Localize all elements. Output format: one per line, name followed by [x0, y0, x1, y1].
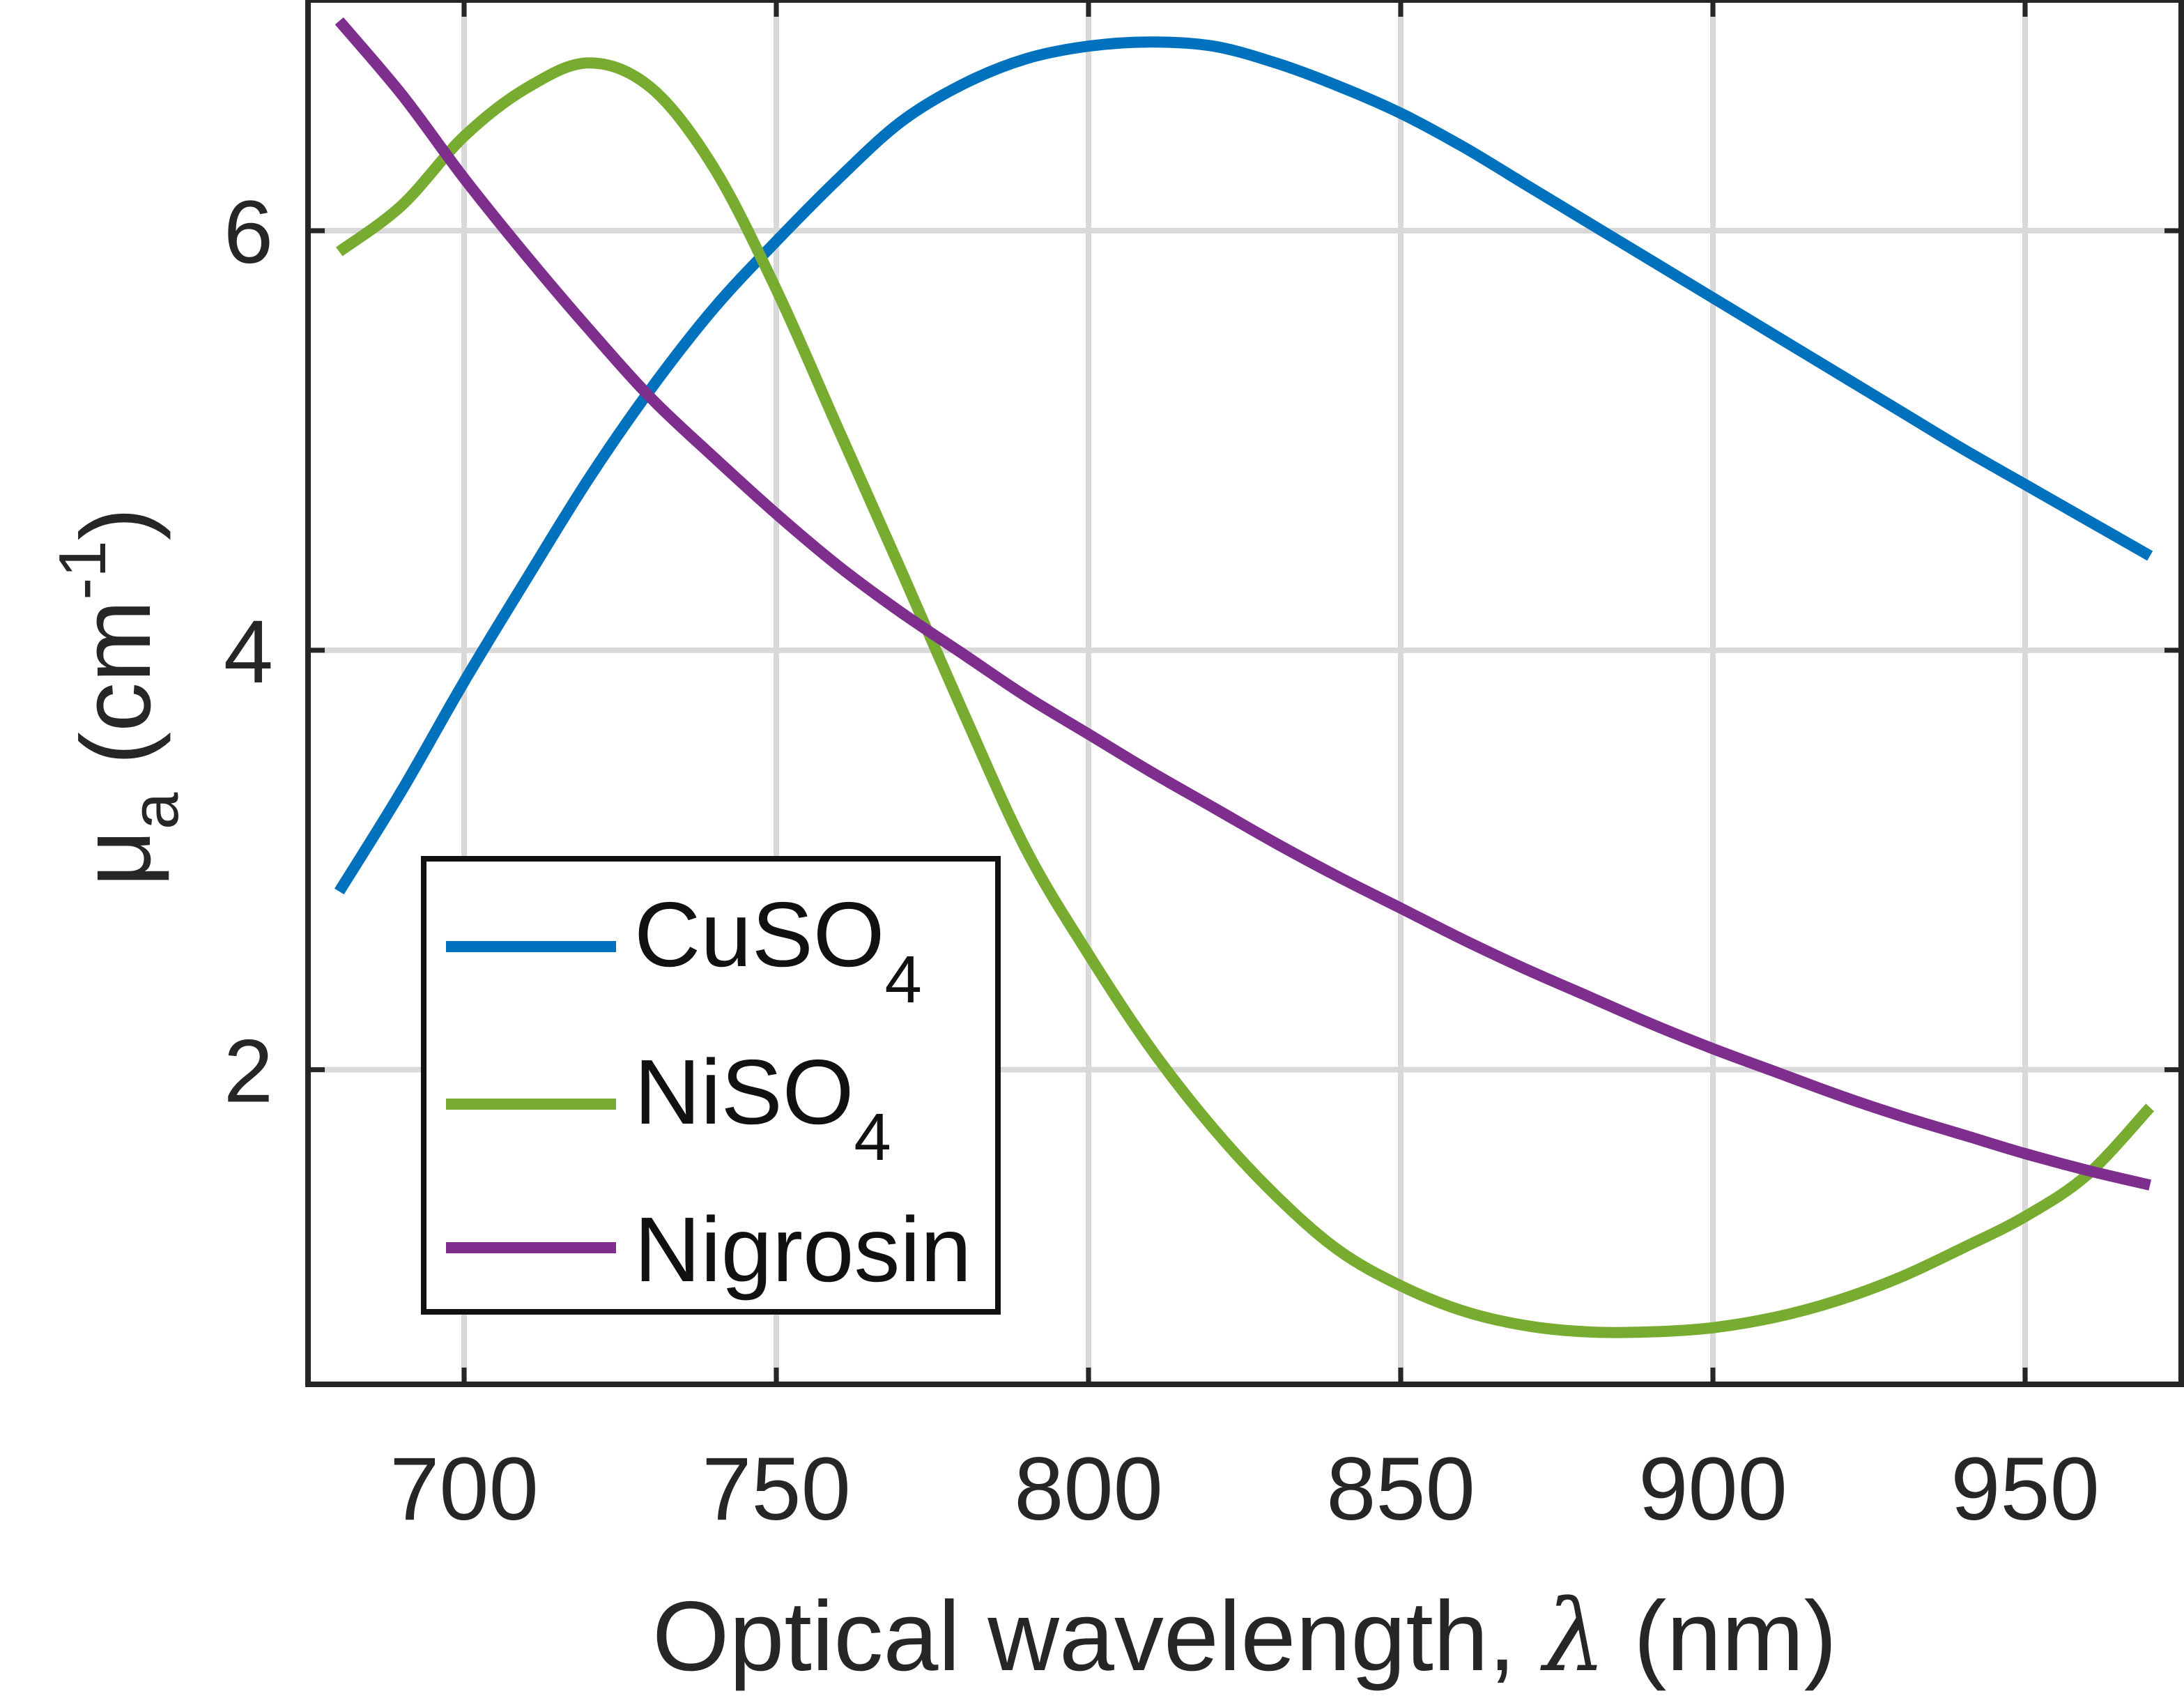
plot-series	[334, 17, 2155, 1338]
y-tick-labels: 2 4 6	[224, 183, 273, 1122]
legend-label-cuso4-subscript: 4	[884, 942, 921, 1017]
x-axis-title-text: Optical wavelength,	[652, 1581, 1544, 1692]
x-tick-labels: 700 750 800 850 900 950	[390, 1439, 2100, 1539]
legend-label-cuso4: CuSO4	[634, 883, 922, 1017]
y-tick-label-6: 6	[224, 183, 273, 282]
series-line-niso4	[336, 57, 2155, 1338]
y-axis-title: μa (cm-1)	[45, 507, 192, 887]
legend: CuSO4 NiSO4 Nigrosin	[421, 856, 1001, 1315]
x-tick-label-750: 750	[702, 1439, 851, 1539]
legend-box	[421, 856, 1001, 1315]
y-axis-mu-subscript: a	[118, 792, 192, 829]
y-axis-unit-superscript: -1	[45, 540, 120, 599]
x-tick-label-850: 850	[1326, 1439, 1475, 1539]
legend-label-nigrosin: Nigrosin	[634, 1198, 971, 1301]
x-tick-label-900: 900	[1638, 1439, 1787, 1539]
x-axis-unit: (nm)	[1606, 1581, 1837, 1692]
lambda-symbol: λ	[1540, 1579, 1606, 1694]
y-tick-label-2: 2	[224, 1022, 273, 1122]
y-tick-label-4: 4	[224, 602, 273, 702]
legend-label-cuso4-text: CuSO	[634, 883, 884, 986]
legend-label-niso4-subscript: 4	[854, 1100, 891, 1175]
series-line-nigrosin	[334, 17, 2152, 1191]
plot-frame	[305, 0, 2184, 1387]
x-axis-title: Optical wavelength, λ (nm)	[652, 1579, 1837, 1694]
x-tick-label-950: 950	[1951, 1439, 2100, 1539]
x-tick-label-800: 800	[1014, 1439, 1163, 1539]
legend-label-niso4-text: NiSO	[634, 1041, 854, 1143]
x-tick-label-700: 700	[390, 1439, 539, 1539]
y-axis-unit-close: )	[61, 507, 171, 540]
y-axis-mu: μ	[61, 829, 171, 887]
series-line-cuso4	[334, 36, 2153, 895]
legend-label-niso4: NiSO4	[634, 1041, 891, 1175]
y-axis-unit-open: (cm	[61, 600, 171, 793]
